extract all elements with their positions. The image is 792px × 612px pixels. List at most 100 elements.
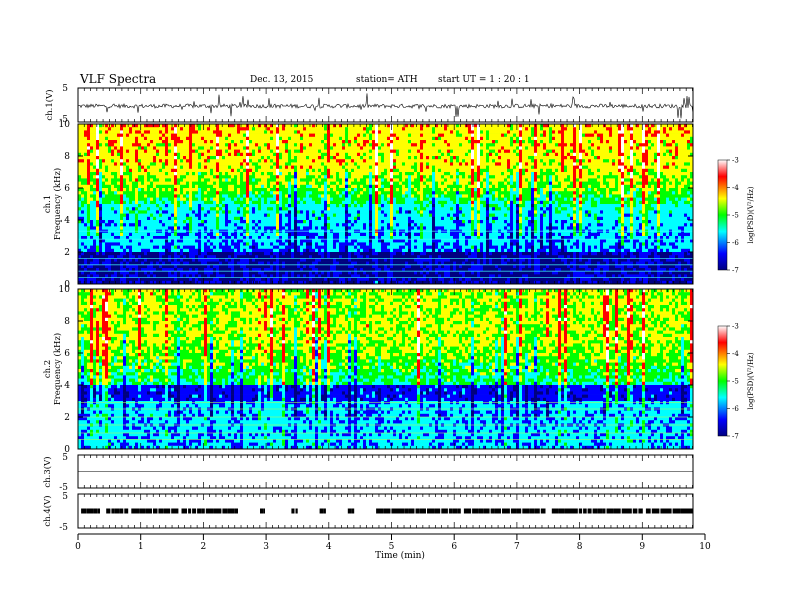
spectrogram-cell	[111, 245, 115, 250]
spectrogram-cell	[315, 200, 319, 205]
spectrogram-cell	[207, 271, 211, 275]
spectrogram-cell	[342, 207, 346, 211]
spectrogram-cell	[348, 140, 352, 144]
spectrogram-cell	[297, 197, 301, 202]
spectrogram-cell	[153, 191, 157, 195]
spectrogram-cell	[354, 136, 358, 141]
spectrogram-cell	[339, 149, 343, 154]
spectrogram-cell	[213, 143, 217, 147]
spectrogram-cell	[93, 140, 97, 144]
spectrogram-cell	[153, 197, 157, 202]
spectrogram-cell	[159, 149, 163, 154]
spectrogram-cell	[156, 181, 160, 186]
spectrogram-cell	[363, 124, 367, 128]
spectrogram-cell	[126, 156, 130, 160]
spectrogram-cell	[297, 127, 301, 131]
spectrogram-cell	[327, 204, 331, 208]
spectrogram-cell	[372, 242, 376, 246]
spectrogram-cell	[147, 232, 151, 237]
spectrogram-cell	[228, 184, 232, 189]
spectrogram-cell	[276, 146, 280, 150]
spectrogram-cell	[240, 175, 244, 179]
spectrogram-cell	[180, 130, 184, 134]
spectrogram-cell	[78, 194, 82, 198]
spectrogram-cell	[366, 261, 370, 266]
spectrogram-cell	[249, 191, 253, 195]
spectrogram-cell	[270, 172, 274, 176]
spectrogram-cell	[237, 168, 241, 173]
spectrogram-cell	[165, 236, 169, 240]
spectrogram-cell	[297, 213, 301, 218]
spectrogram-cell	[279, 274, 283, 278]
spectrogram-cell	[132, 277, 136, 282]
spectrogram-cell	[249, 133, 253, 138]
spectrogram-cell	[366, 213, 370, 218]
spectrogram-cell	[174, 178, 178, 182]
spectrogram-cell	[246, 252, 250, 256]
spectrogram-cell	[201, 162, 205, 166]
spectrogram-cell	[243, 264, 247, 269]
spectrogram-cell	[207, 248, 211, 253]
spectrogram-cell	[348, 239, 352, 243]
spectrogram-cell	[216, 165, 220, 170]
spectrogram-cell	[294, 140, 298, 144]
spectrogram-cell	[99, 143, 103, 147]
spectrogram-cell	[273, 210, 277, 214]
spectrogram-cell	[252, 136, 256, 141]
spectrogram-cell	[123, 140, 127, 144]
spectrogram-cell	[330, 188, 334, 192]
spectrogram-cell	[135, 197, 139, 202]
spectrogram-cell	[111, 146, 115, 150]
spectrogram-cell	[345, 168, 349, 173]
spectrogram-cell	[156, 226, 160, 230]
spectrogram-cell	[303, 149, 307, 154]
spectrogram-cell	[126, 226, 130, 230]
spectrogram-cell	[252, 216, 256, 221]
spectrogram-cell	[288, 204, 292, 208]
spectrogram-cell	[180, 280, 184, 285]
spectrogram-cell	[111, 200, 115, 205]
spectrogram-cell	[231, 172, 235, 176]
spectrogram-cell	[345, 188, 349, 192]
spectrogram-cell	[366, 156, 370, 160]
spectrogram-cell	[141, 140, 145, 144]
spectrogram-cell	[186, 245, 190, 250]
spectrogram-cell	[126, 261, 130, 266]
spectrogram-cell	[270, 264, 274, 269]
spectrogram-cell	[237, 271, 241, 275]
spectrogram-cell	[228, 159, 232, 163]
spectrogram-cell	[144, 140, 148, 144]
spectrogram-cell	[285, 252, 289, 256]
spectrogram-cell	[180, 207, 184, 211]
spectrogram-cell	[282, 200, 286, 205]
spectrogram-cell	[201, 156, 205, 160]
spectrogram-cell	[342, 242, 346, 246]
spectrogram-cell	[285, 194, 289, 198]
spectrogram-cell	[249, 264, 253, 269]
spectrogram-cell	[315, 168, 319, 173]
spectrogram-cell	[81, 245, 85, 250]
spectrogram-cell	[192, 216, 196, 221]
spectrogram-cell	[294, 258, 298, 262]
spectrogram-cell	[93, 130, 97, 134]
spectrogram-cell	[288, 213, 292, 218]
spectrogram-cell	[123, 124, 127, 128]
spectrogram-cell	[156, 255, 160, 259]
spectrogram-cell	[351, 143, 355, 147]
spectrogram-cell	[285, 255, 289, 259]
spectrogram-cell	[327, 271, 331, 275]
spectrogram-cell	[348, 277, 352, 282]
spectrogram-cell	[156, 191, 160, 195]
spectrogram-cell	[189, 204, 193, 208]
spectrogram-cell	[333, 277, 337, 282]
spectrogram-cell	[240, 152, 244, 157]
spectrogram-cell	[246, 165, 250, 170]
spectrogram-cell	[78, 146, 82, 150]
spectrogram-cell	[102, 130, 106, 134]
spectrogram-cell	[225, 146, 229, 150]
spectrogram-cell	[207, 152, 211, 157]
spectrogram-cell	[144, 255, 148, 259]
spectrogram-cell	[252, 210, 256, 214]
spectrogram-cell	[207, 133, 211, 138]
spectrogram-cell	[318, 168, 322, 173]
